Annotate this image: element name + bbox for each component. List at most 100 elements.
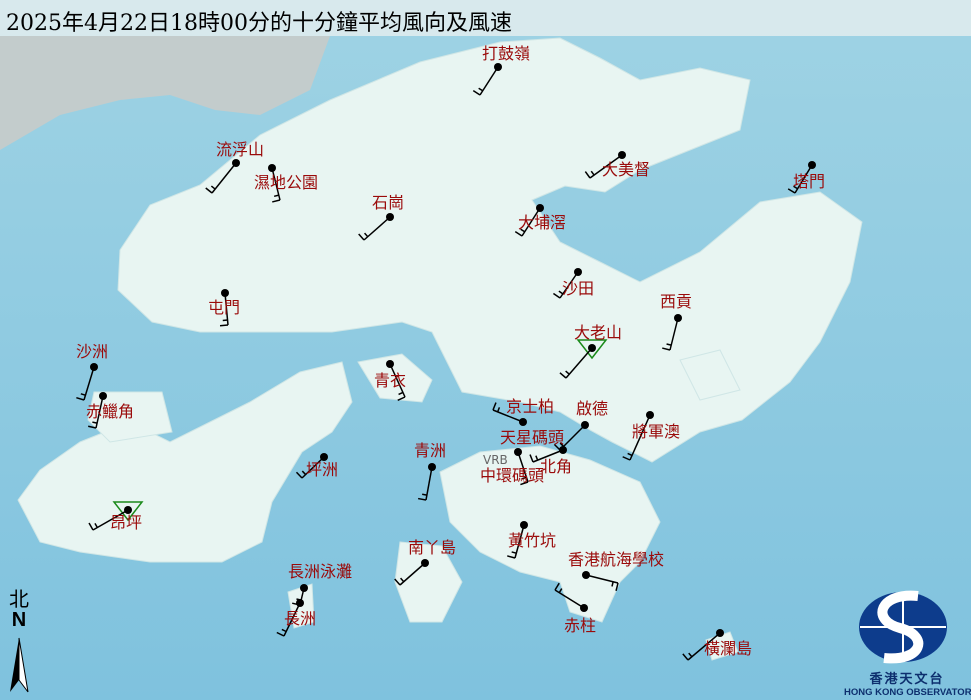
north-arrow: 北 N	[4, 588, 34, 630]
barb-feather	[520, 481, 529, 486]
station-dot[interactable]	[588, 344, 596, 352]
station-dot[interactable]	[494, 63, 502, 71]
station-20-wind-barb	[295, 453, 328, 479]
tsing-yi	[357, 353, 433, 403]
station-8-wind-barb	[219, 289, 229, 327]
station-dot[interactable]	[520, 521, 528, 529]
station-dot[interactable]	[536, 204, 544, 212]
barb-feather	[627, 452, 633, 457]
barb-feather	[559, 372, 567, 379]
station-dot[interactable]	[646, 411, 654, 419]
station-3-label: 石崗	[372, 193, 405, 212]
station-dot[interactable]	[580, 604, 588, 612]
station-dot[interactable]	[320, 453, 328, 461]
barb-feather	[787, 188, 796, 194]
station-10-label: 大老山	[574, 323, 623, 342]
station-dot[interactable]	[618, 151, 626, 159]
station-29-label: 橫瀾島	[704, 639, 753, 658]
barb-feather	[553, 443, 561, 451]
station-25-label: 長洲泳灘	[288, 562, 353, 581]
station-2-label: 濕地公園	[254, 173, 319, 192]
barb-shaft	[399, 562, 426, 586]
barb-feather	[559, 442, 565, 447]
station-3-wind-barb	[358, 213, 394, 241]
station-dot[interactable]	[559, 446, 567, 454]
station-dot[interactable]	[574, 268, 582, 276]
station-20-label: 坪洲	[306, 460, 339, 479]
station-dot[interactable]	[90, 363, 98, 371]
barb-feather	[496, 407, 501, 413]
station-14-label: 京士柏	[506, 397, 555, 416]
barb-feather	[295, 471, 303, 479]
barb-feather	[529, 454, 534, 463]
station-dot[interactable]	[581, 421, 589, 429]
station-1-wind-barb	[205, 159, 240, 194]
station-28-label: 赤柱	[564, 616, 597, 635]
north-label-zh: 北	[9, 587, 29, 611]
page-title: 2025年4月22日18時00分的十分鐘平均風向及風速	[6, 11, 512, 36]
barb-feather	[397, 396, 406, 401]
station-dot[interactable]	[716, 629, 724, 637]
station-dot[interactable]	[582, 571, 590, 579]
barb-feather	[611, 581, 614, 587]
station-dot[interactable]	[99, 392, 107, 400]
barb-shaft	[687, 632, 721, 661]
barb-shaft	[629, 414, 651, 461]
station-dot[interactable]	[221, 289, 229, 297]
station-dot[interactable]	[428, 463, 436, 471]
station-dot[interactable]	[232, 159, 240, 167]
lamma-island	[394, 541, 463, 623]
station-17-label: 天星碼頭	[500, 428, 565, 447]
station-dot[interactable]	[300, 584, 308, 592]
chek-lap-kok	[87, 391, 173, 443]
station-dot[interactable]	[386, 360, 394, 368]
station-11-wind-barb	[76, 363, 98, 401]
barb-feather	[584, 171, 591, 179]
barb-feather	[552, 292, 561, 299]
barb-feather	[472, 90, 481, 96]
station-dot[interactable]	[514, 448, 522, 456]
station-0-label: 打鼓嶺	[482, 44, 531, 63]
station-dot[interactable]	[124, 506, 132, 514]
station-7-wind-barb	[552, 268, 582, 299]
barb-feather	[622, 456, 631, 461]
barb-shaft	[589, 154, 623, 179]
hong-kong-island	[439, 445, 661, 623]
barb-feather	[478, 87, 484, 92]
station-24-label: 南丫島	[408, 538, 457, 557]
station-1-label: 流浮山	[216, 140, 265, 159]
station-27-wind-barb	[582, 571, 619, 591]
barb-feather	[276, 631, 285, 637]
station-16-label: 將軍澳	[632, 422, 681, 441]
station-21-label: 青洲	[414, 441, 447, 460]
barb-feather	[364, 232, 369, 238]
station-8-label: 屯門	[208, 298, 241, 317]
barb-feather	[273, 194, 279, 198]
station-15-label: 啟德	[576, 399, 609, 418]
barb-feather	[662, 347, 671, 351]
title-bar: 2025年4月22日18時00分的十分鐘平均風向及風速	[0, 0, 971, 36]
barb-shaft	[92, 509, 129, 531]
station-dot[interactable]	[519, 418, 527, 426]
station-dot[interactable]	[268, 164, 276, 172]
barb-feather	[590, 170, 595, 176]
station-dot[interactable]	[421, 559, 429, 567]
barb-shaft	[559, 424, 586, 451]
station-dot[interactable]	[808, 161, 816, 169]
station-dot[interactable]	[386, 213, 394, 221]
station-dot[interactable]	[296, 599, 304, 607]
barb-feather	[682, 653, 689, 661]
station-12-wind-barb	[386, 360, 406, 401]
barb-feather	[88, 425, 97, 429]
barb-shaft	[389, 363, 406, 398]
station-dot[interactable]	[674, 314, 682, 322]
barb-feather	[205, 187, 213, 194]
barb-feather	[400, 577, 405, 583]
vrb-label: VRB	[483, 453, 508, 467]
barb-feather	[507, 555, 516, 559]
barb-feather	[615, 582, 619, 591]
barb-shaft	[283, 602, 301, 637]
mainland-china	[0, 36, 330, 150]
barb-shaft	[554, 589, 585, 609]
